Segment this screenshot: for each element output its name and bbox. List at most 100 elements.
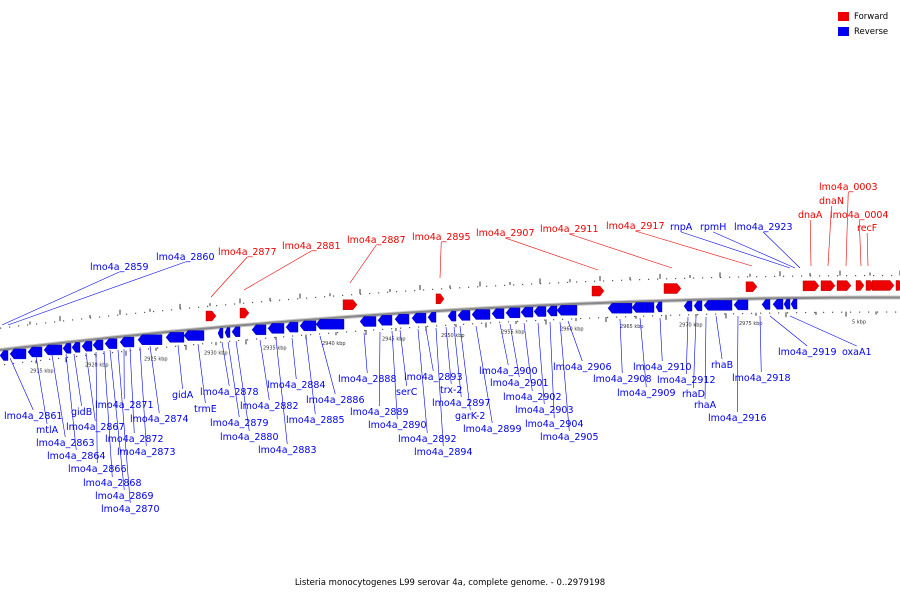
forward-gene-label: lmo4a_2887 xyxy=(347,235,406,246)
legend-reverse-swatch xyxy=(838,27,849,36)
reverse-gene-label: lmo4a_2890 xyxy=(368,420,427,431)
reverse-gene-arrow xyxy=(790,298,798,310)
reverse-guide-dot xyxy=(220,341,222,343)
reverse-gene-label: lmo4a_2902 xyxy=(503,392,562,403)
forward-guide-dot xyxy=(54,321,56,323)
forward-guide-dot xyxy=(459,287,461,289)
reverse-gene-arrow xyxy=(772,299,784,310)
reverse-guide-dot xyxy=(364,330,366,332)
forward-guide-dot xyxy=(693,277,695,279)
reverse-gene-label-leader xyxy=(459,325,471,411)
reverse-guide-dot xyxy=(607,316,609,319)
reverse-gene-arrow xyxy=(683,300,693,312)
reverse-gene-label-leader xyxy=(139,346,147,447)
forward-guide-dot xyxy=(18,325,20,327)
forward-guide-dot xyxy=(666,278,668,280)
genome-backbone-core xyxy=(0,296,900,351)
reverse-guide-dot xyxy=(319,333,321,335)
forward-gene-arrow xyxy=(205,310,217,322)
reverse-guide-dot xyxy=(13,362,15,365)
reverse-guide-dot xyxy=(535,319,537,322)
reverse-gene-arrow xyxy=(285,321,299,333)
reverse-gene-label-leader xyxy=(73,353,82,407)
forward-guide-dot xyxy=(99,316,101,318)
forward-gene-label: lmo4a_2907 xyxy=(476,228,535,239)
reverse-gene-arrow xyxy=(457,310,471,321)
reverse-guide-dot xyxy=(391,328,393,330)
forward-guide-dot xyxy=(180,308,182,310)
reverse-gene-arrow xyxy=(224,327,231,338)
reverse-guide-dot xyxy=(310,334,312,336)
reverse-guide-dot xyxy=(796,312,798,314)
reverse-gene-label: lmo4a_2880 xyxy=(220,432,279,443)
forward-guide-dot xyxy=(549,282,551,284)
reverse-gene-label: lmo4a_2905 xyxy=(540,432,599,443)
reverse-gene-label: lmo4a_2879 xyxy=(210,418,269,429)
reverse-gene-arrow xyxy=(92,339,104,351)
forward-gene-label: lmo4a_2881 xyxy=(282,241,341,252)
scale-label: 2920 kbp xyxy=(85,362,109,368)
reverse-guide-dot xyxy=(508,321,510,323)
forward-guide-dot xyxy=(486,285,488,287)
reverse-guide-dot xyxy=(31,360,33,363)
forward-guide-dot xyxy=(630,279,632,281)
forward-gene-label: dnaN xyxy=(819,196,844,207)
forward-guide-dot xyxy=(63,320,65,322)
reverse-gene-arrow xyxy=(693,300,703,312)
reverse-gene-label: lmo4a_2923 xyxy=(734,222,793,233)
forward-gene-label: lmo4a_0003 xyxy=(819,182,878,193)
forward-guide-dot xyxy=(648,278,650,280)
forward-guide-dot xyxy=(216,305,218,307)
reverse-gene-arrow xyxy=(733,299,749,311)
forward-guide-dot xyxy=(450,287,452,289)
reverse-gene-label: gidB xyxy=(71,407,92,418)
reverse-gene-label-leader xyxy=(435,327,444,447)
reverse-gene-label: lmo4a_2860 xyxy=(156,252,215,263)
reverse-guide-dot xyxy=(4,364,6,366)
reverse-guide-dot xyxy=(571,318,573,320)
reverse-gene-label: lmo4a_2903 xyxy=(515,405,574,416)
reverse-gene-label-leader xyxy=(763,231,801,269)
reverse-gene-label-leader xyxy=(109,349,125,491)
forward-guide-dot xyxy=(747,276,749,278)
forward-guide-dot xyxy=(594,280,596,282)
forward-guide-dot xyxy=(162,310,164,312)
reverse-gene-arrow xyxy=(377,315,393,326)
forward-gene-label-leader xyxy=(210,256,248,298)
forward-guide-dot xyxy=(882,274,884,277)
reverse-gene-label: lmo4a_2866 xyxy=(68,464,127,475)
reverse-guide-dot xyxy=(193,344,195,346)
reverse-gene-label: lmo4a_2874 xyxy=(130,414,189,425)
forward-guide-dot xyxy=(45,322,47,324)
reverse-gene-arrow xyxy=(0,350,9,361)
reverse-gene-label-leader xyxy=(221,341,230,387)
legend-reverse: Reverse xyxy=(838,24,888,39)
reverse-guide-dot xyxy=(652,315,654,317)
forward-guide-dot xyxy=(801,275,803,277)
reverse-guide-dot xyxy=(841,311,843,313)
reverse-gene-label: lmo4a_2893 xyxy=(404,372,463,383)
forward-guide-dot xyxy=(324,296,326,298)
forward-gene-label-leader xyxy=(439,241,442,279)
reverse-gene-label: lmo4a_2916 xyxy=(708,413,767,424)
reverse-guide-dot xyxy=(256,338,258,340)
reverse-gene-label: lmo4a_2873 xyxy=(117,447,176,458)
reverse-gene-arrow xyxy=(556,305,578,316)
reverse-gene-arrow xyxy=(217,327,224,339)
reverse-gene-arrow xyxy=(505,307,521,319)
reverse-gene-label: lmo4a_2909 xyxy=(617,388,676,399)
reverse-guide-dot xyxy=(661,315,663,317)
reverse-gene-label: rhaB xyxy=(711,360,733,371)
reverse-guide-dot xyxy=(112,351,114,354)
forward-guide-dot xyxy=(738,276,740,278)
forward-gene-arrow xyxy=(820,280,836,291)
forward-guide-dot xyxy=(126,313,128,315)
reverse-gene-label: lmo4a_2919 xyxy=(778,347,837,358)
reverse-guide-dot xyxy=(76,355,78,358)
reverse-guide-dot xyxy=(616,316,618,318)
forward-guide-dot xyxy=(891,274,893,277)
forward-gene-arrow xyxy=(895,280,900,291)
forward-gene-label: dnaA xyxy=(798,210,823,221)
reverse-gene-label-leader xyxy=(319,335,336,395)
reverse-gene-label: serC xyxy=(396,387,418,398)
